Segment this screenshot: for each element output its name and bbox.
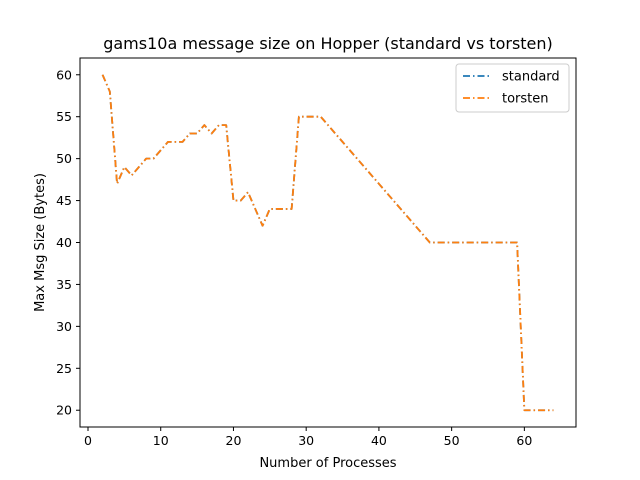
x-axis-label: Number of Processes [259,456,396,471]
x-tick-label: 40 [371,433,387,448]
x-tick-label: 0 [84,433,92,448]
y-tick-label: 30 [56,319,72,334]
y-tick-label: 40 [56,235,72,250]
x-tick-label: 20 [226,433,242,448]
x-tick-label: 10 [153,433,169,448]
y-tick-label: 25 [56,361,72,376]
y-tick-label: 45 [56,193,72,208]
legend: standard torsten [455,63,570,113]
y-tick-label: 60 [56,67,72,82]
y-tick-label: 20 [56,403,72,418]
y-tick-label: 35 [56,277,72,292]
y-tick-label: 55 [56,109,72,124]
y-axis-label: Max Msg Size (Bytes) [33,173,48,312]
legend-label-torsten: torsten [502,92,549,107]
x-tick-label: 30 [298,433,314,448]
series-line-torsten [101,74,554,412]
y-tick-label: 50 [56,151,72,166]
chart-title: gams10a message size on Hopper (standard… [103,34,553,53]
x-tick-label: 60 [516,433,532,448]
y-axis-ticks: 20 25 30 35 40 45 50 55 60 [56,67,80,418]
x-axis-ticks: 0 10 20 30 40 50 60 [84,427,532,448]
x-tick-label: 50 [444,433,460,448]
legend-label-standard: standard [502,70,560,85]
plot-lines [101,74,554,412]
